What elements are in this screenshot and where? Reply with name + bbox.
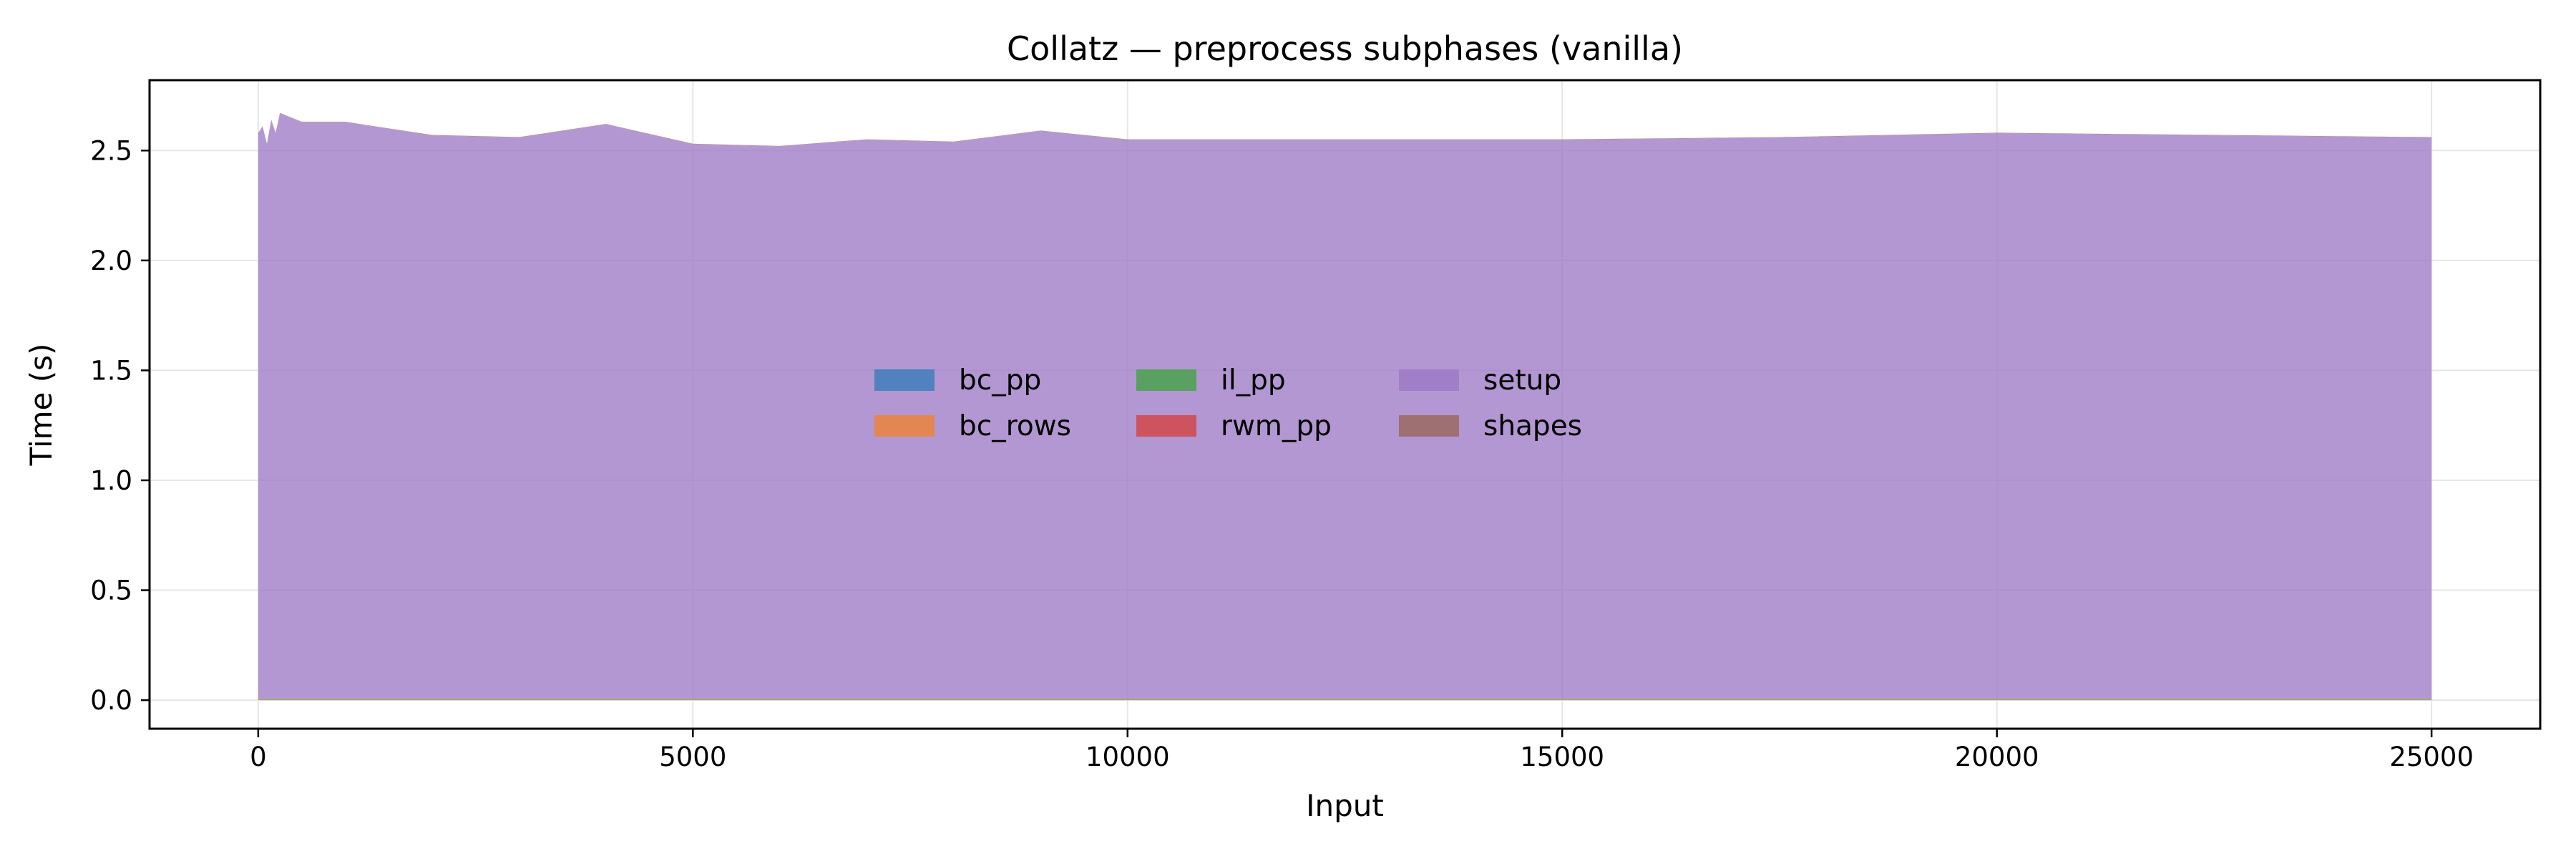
y-tick-label: 2.0 (90, 246, 132, 276)
legend-swatch (874, 369, 935, 391)
area-bc-pp (258, 699, 2432, 701)
legend-label: shapes (1483, 410, 1582, 442)
y-axis-label: Time (s) (24, 344, 59, 467)
legend-item-bc-pp: bc_pp (874, 364, 1041, 397)
stacked-areas (258, 112, 2432, 701)
legend-item-setup: setup (1399, 364, 1561, 397)
y-tick-label: 1.0 (90, 465, 132, 496)
y-tick-label: 2.5 (90, 135, 132, 166)
legend-label: bc_pp (959, 364, 1041, 397)
legend-item-bc-rows: bc_rows (874, 410, 1071, 442)
x-tick-label: 10000 (1085, 742, 1170, 772)
y-tick-label: 1.5 (90, 355, 132, 386)
x-tick-label: 25000 (2389, 742, 2474, 772)
legend-item-shapes: shapes (1399, 410, 1582, 442)
legend-swatch (1399, 415, 1459, 437)
x-tick-label: 5000 (659, 742, 726, 772)
x-axis-ticks: 0 5000 10000 15000 20000 25000 (250, 729, 2474, 772)
chart-title: Collatz — preprocess subphases (vanilla) (1007, 29, 1683, 68)
legend-swatch (1136, 369, 1196, 391)
legend-label: il_pp (1221, 364, 1286, 397)
area-bc-rows (258, 699, 2432, 700)
area-rwm-pp (258, 698, 2432, 699)
legend-item-rwm-pp: rwm_pp (1136, 410, 1332, 442)
x-tick-label: 20000 (1955, 742, 2039, 772)
plot-frame (148, 79, 2542, 730)
legend-swatch (874, 415, 935, 437)
legend-item-il-pp: il_pp (1136, 364, 1286, 397)
legend: bc_pp bc_rows il_pp rwm_pp setup shapes (874, 364, 1582, 442)
y-axis-ticks: 0.0 0.5 1.0 1.5 2.0 2.5 (90, 135, 150, 716)
legend-swatch (1399, 369, 1459, 391)
y-tick-label: 0.5 (90, 576, 132, 606)
legend-label: setup (1483, 364, 1561, 397)
x-tick-label: 0 (250, 742, 267, 772)
area-setup (258, 113, 2432, 699)
legend-label: bc_rows (959, 410, 1071, 442)
x-axis-label: Input (1306, 788, 1384, 823)
y-tick-label: 0.0 (90, 685, 132, 716)
legend-label: rwm_pp (1221, 410, 1332, 442)
x-tick-label: 15000 (1520, 742, 1604, 772)
area-shapes (258, 112, 2432, 147)
legend-swatch (1136, 415, 1196, 437)
